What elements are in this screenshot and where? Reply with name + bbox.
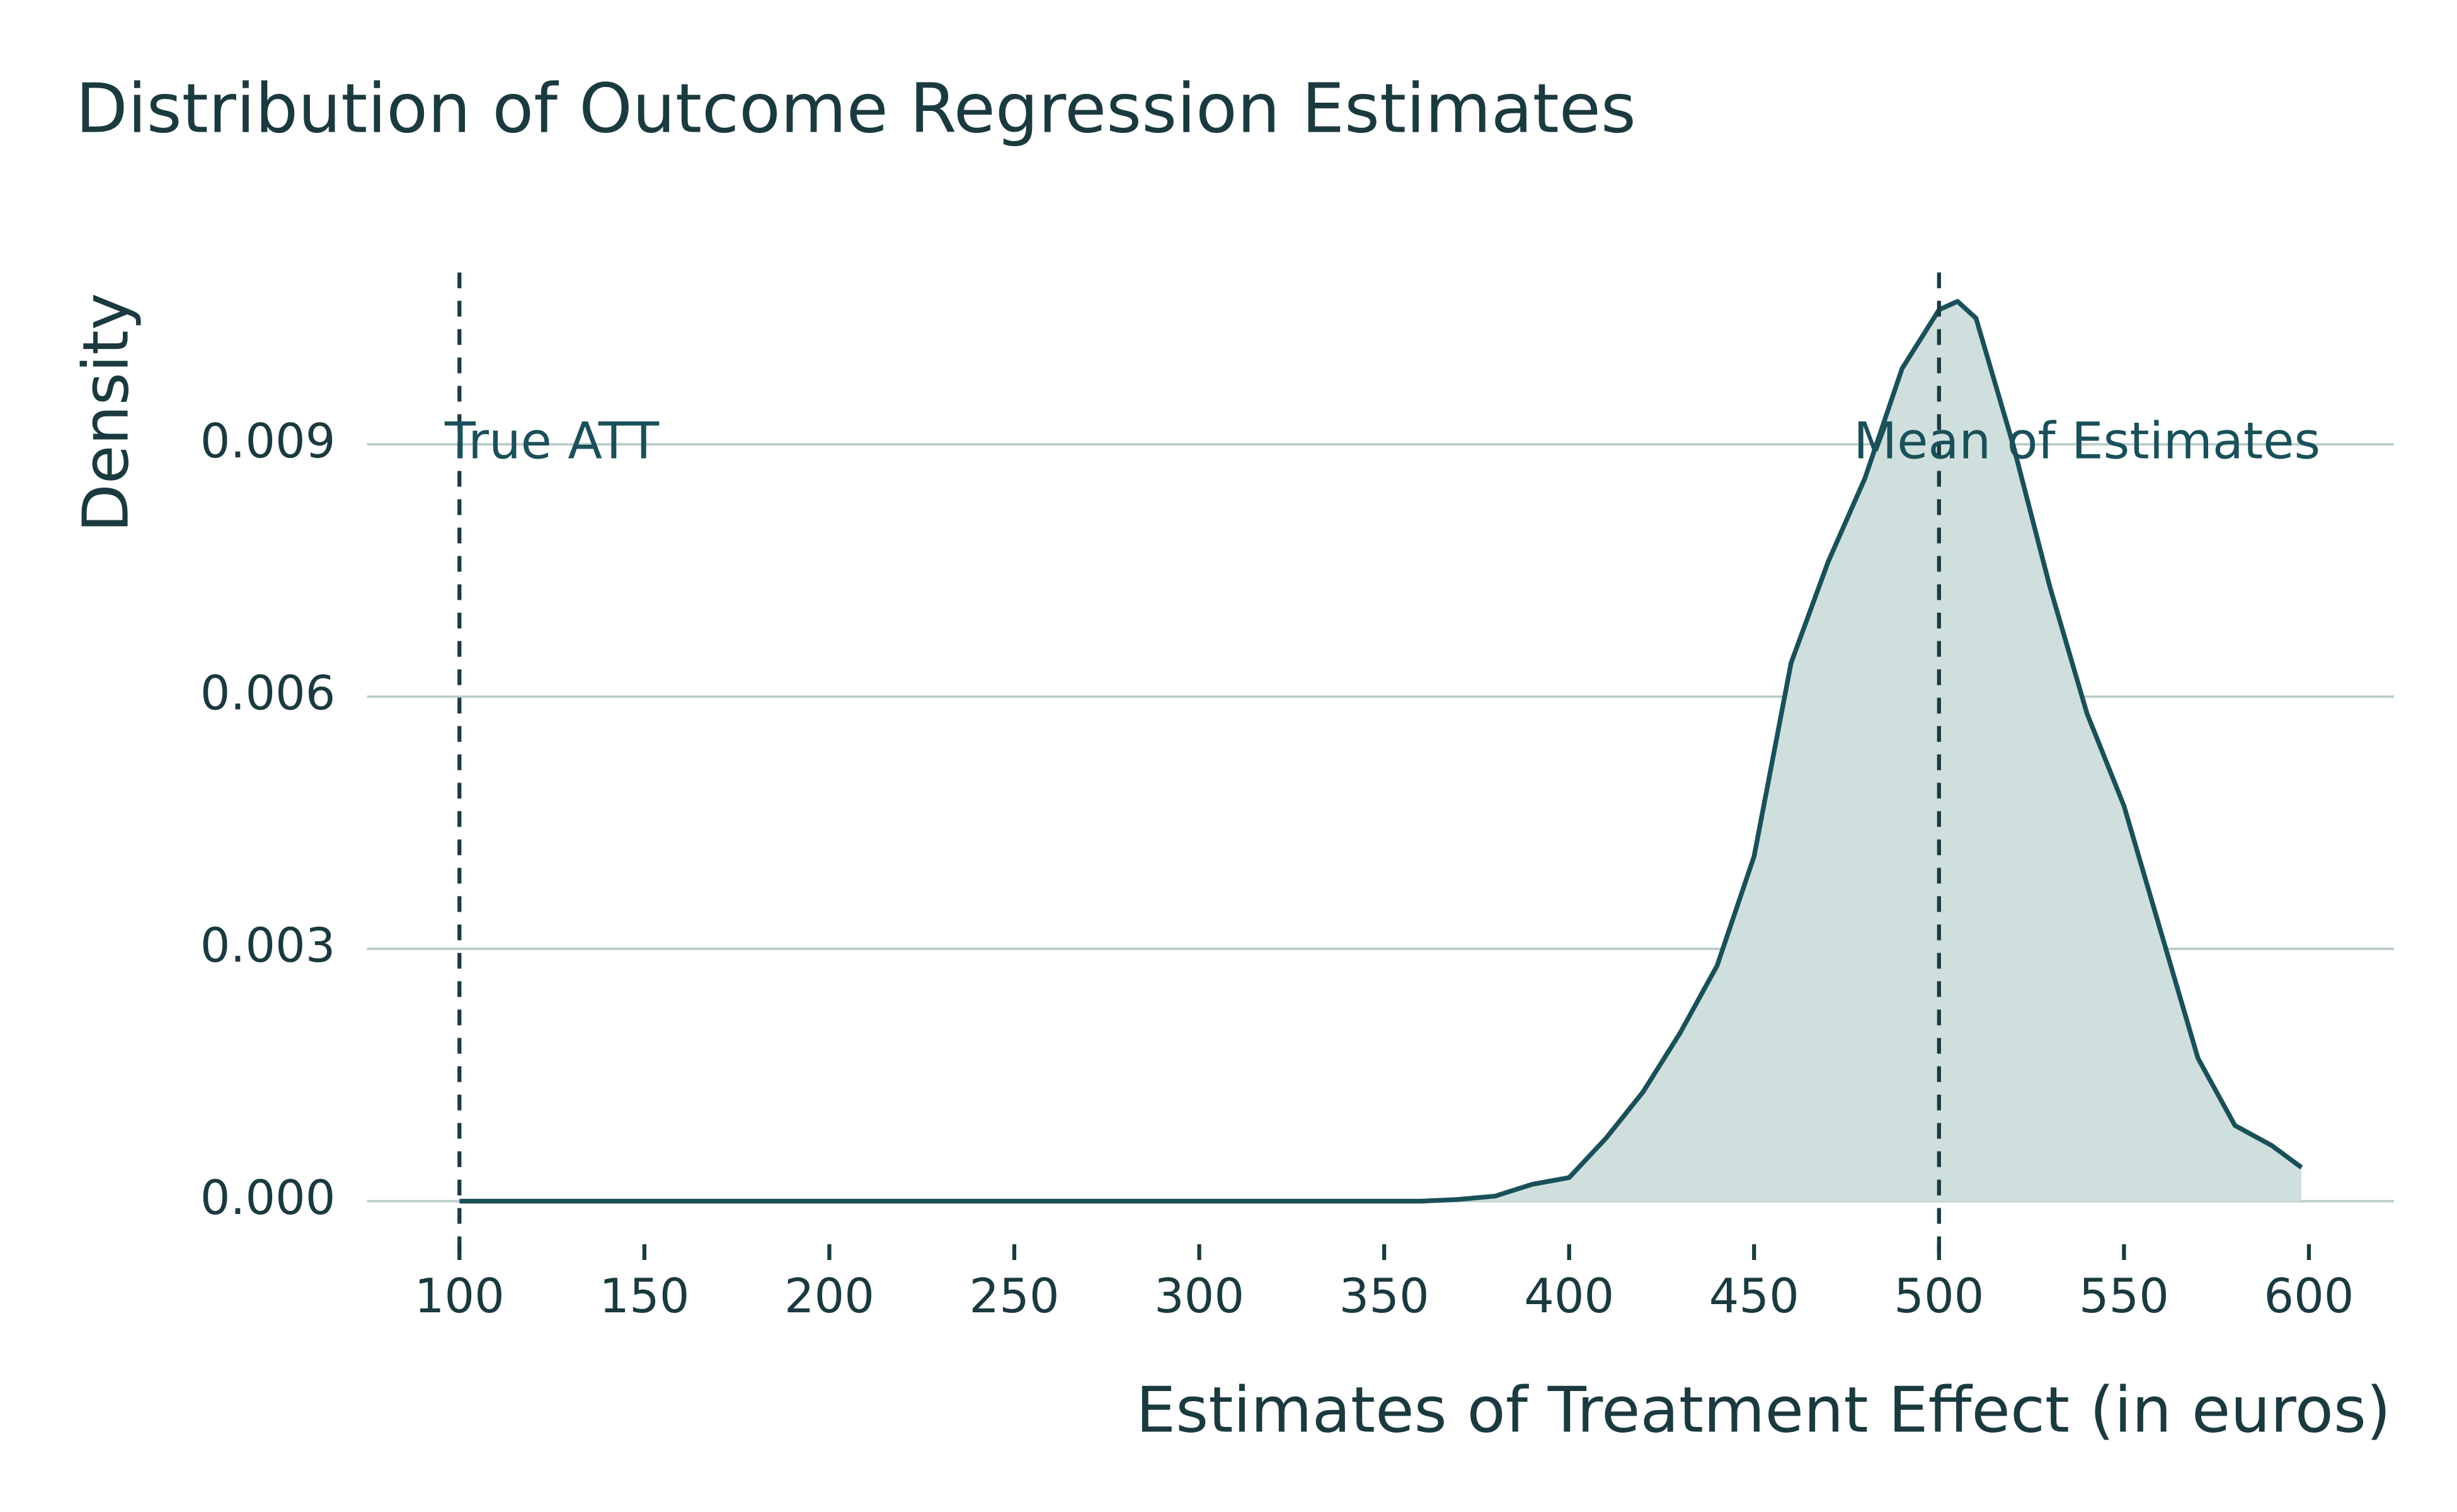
x-tick-label: 400: [1524, 1268, 1614, 1324]
x-tick-label: 500: [1894, 1268, 1984, 1324]
chart-title: Distribution of Outcome Regression Estim…: [76, 69, 1636, 148]
x-tick-label: 100: [415, 1268, 505, 1324]
x-tick-label: 250: [969, 1268, 1059, 1324]
y-tick-label: 0.006: [200, 665, 336, 721]
x-tick-label: 350: [1339, 1268, 1429, 1324]
annotation: Mean of Estimates: [1853, 411, 2320, 470]
y-axis-label: Density: [69, 293, 142, 532]
x-tick-label: 600: [2264, 1268, 2354, 1324]
y-tick-label: 0.000: [200, 1170, 336, 1225]
density-area: [459, 301, 2302, 1201]
y-tick-label: 0.009: [200, 413, 336, 469]
annotation: True ATT: [444, 411, 660, 470]
x-tick-label: 200: [784, 1268, 874, 1324]
x-tick-label: 150: [599, 1268, 689, 1324]
x-tick-label: 550: [2079, 1268, 2169, 1324]
x-tick-label: 300: [1154, 1268, 1244, 1324]
density-line: [459, 299, 2303, 1204]
y-tick-label: 0.003: [200, 918, 336, 973]
x-tick-label: 450: [1709, 1268, 1799, 1324]
x-axis-label: Estimates of Treatment Effect (in euros): [1136, 1373, 2391, 1446]
